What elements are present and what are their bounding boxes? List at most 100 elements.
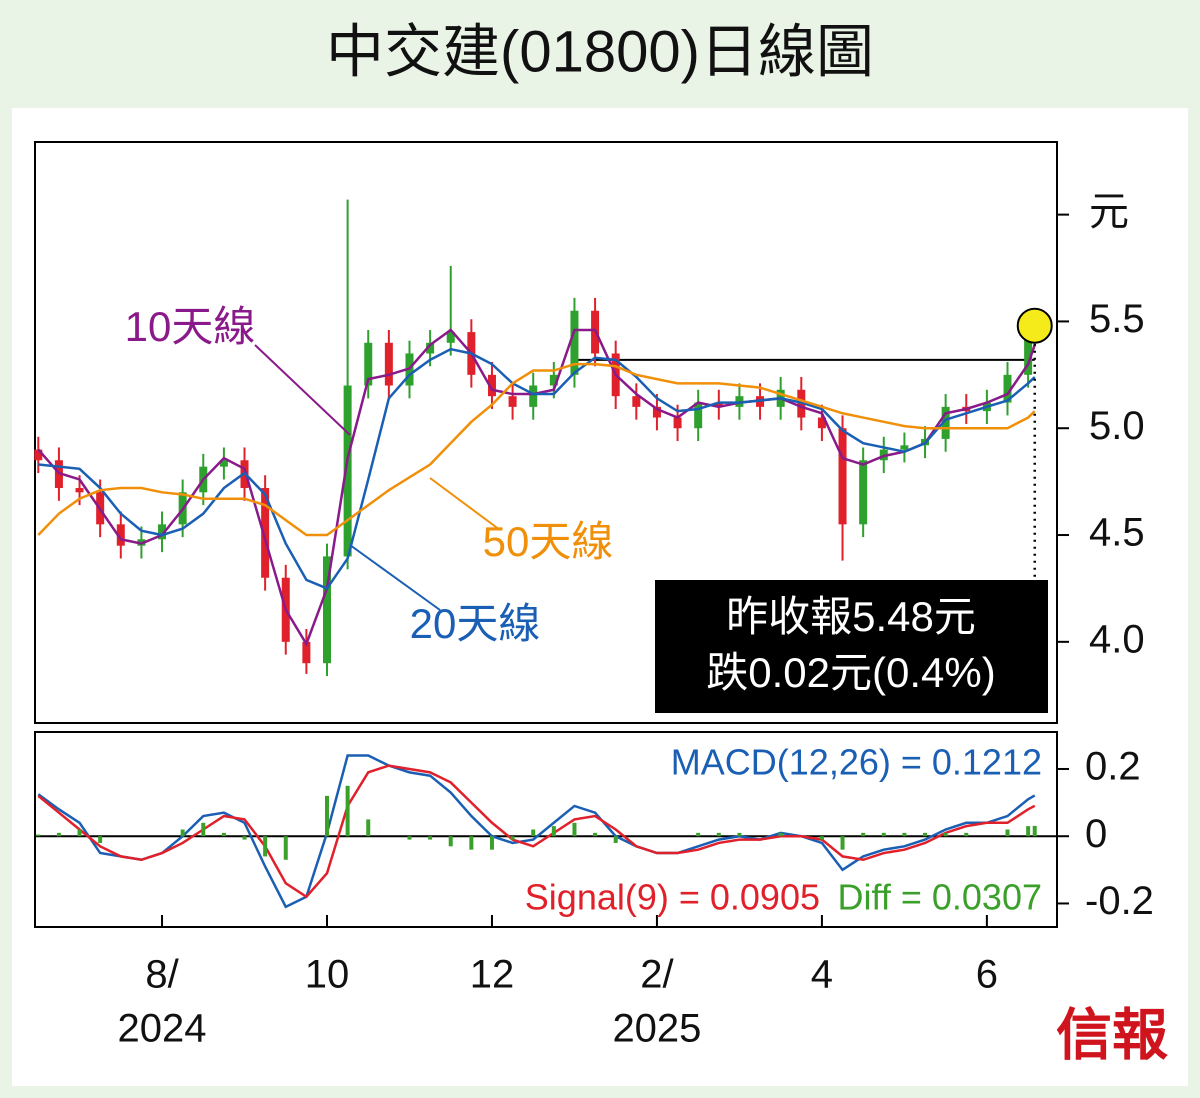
diff-bar [448,836,453,847]
candle-body [652,406,661,418]
diff-bar [56,832,61,837]
candle-body [1003,374,1012,403]
diff-bar [902,832,907,837]
diff-bar [593,832,598,837]
diff-bar [613,836,618,843]
diff-bar [881,832,886,837]
diff-bar [840,836,845,850]
y-tick-label: 0.2 [1085,745,1141,789]
legend-label: 50天線 [483,518,614,565]
candle-body [75,488,84,493]
diff-bar [221,832,226,837]
diff-bar [242,836,247,840]
diff-bar [325,795,329,837]
diff-bar [180,829,185,837]
candle-body [900,445,909,450]
macd-line [37,754,1036,909]
label-leader [254,344,351,436]
diff-bar [531,829,536,837]
ma-line [38,347,1036,590]
diff-bar [510,836,515,840]
year-label: 2025 [612,1007,701,1051]
y-tick-label: 5.0 [1089,404,1145,448]
diff-bar [201,822,206,837]
candle-body [446,332,455,343]
diff-bar [345,785,350,837]
diff-bar [407,836,412,840]
x-tick-label: 8/ [145,953,179,997]
candle-body [219,460,228,467]
diff-bar [283,836,288,860]
candle-body [364,342,373,386]
legend-label: Signal(9) = 0.0905 [525,877,820,918]
candle-body [34,449,43,461]
legend-label: 20天線 [410,600,541,647]
diff-bar [551,826,556,837]
x-tick-label: 12 [470,953,515,997]
candle-body [529,385,538,407]
candle-body [384,342,393,386]
diff-bar [428,836,433,840]
candle-body [941,406,950,439]
diff-bar [696,832,701,837]
callout-text: 昨收報5.48元 [726,593,976,640]
diff-bar [489,836,494,850]
candle-body [714,402,723,407]
x-tick-label: 6 [976,953,998,997]
candle-body [116,524,125,546]
callout-box [655,580,1048,713]
candle-body [1024,325,1033,375]
diff-bar [778,832,783,837]
candle-body [859,460,868,525]
ma-line [37,362,1036,537]
diff-bar [943,832,948,837]
diff-bar [98,836,103,843]
candle-body [817,417,826,429]
logo: 信報 [1056,1003,1168,1069]
chart-title: 中交建(01800)日線圖 [326,19,874,84]
candle-body [487,374,496,397]
candle-body [323,556,331,664]
x-tick-label: 2/ [640,953,674,997]
candle-body [694,402,703,429]
ma-line [37,328,1036,647]
y-tick-label: 0 [1085,812,1107,856]
candle-body [673,417,682,429]
diff-bar [861,832,866,837]
legend-label: 10天線 [125,303,256,350]
legend-label: Diff = 0.0307 [838,877,1043,918]
diff-bar [469,836,474,850]
diff-bar [737,832,742,837]
callout-text: 跌0.02元(0.4%) [706,649,995,696]
last-close-marker [1016,307,1053,344]
diff-bar [1005,829,1010,837]
candle-body [261,488,270,578]
y-tick-label: 4.5 [1089,511,1145,555]
legend-label: MACD(12,26) = 0.1212 [671,742,1042,783]
diff-bar [1026,826,1031,837]
candle-body [508,396,517,407]
y-tick-label: 4.0 [1089,617,1145,661]
diff-bar [964,832,969,837]
label-leader [429,477,501,531]
y-tick-label: 元 [1089,190,1129,234]
candle-body [632,396,641,407]
year-label: 2024 [118,1007,207,1051]
candle-body [426,342,435,354]
diff-bar [819,836,824,840]
diff-bar [36,834,41,837]
y-tick-label: -0.2 [1085,879,1154,923]
diff-bar [716,832,721,837]
candle-body [343,385,352,557]
diff-bar [1032,825,1037,837]
candle-body [302,641,311,664]
diff-bar [263,836,268,857]
diff-bar [366,819,371,837]
diff-bar [923,832,928,837]
diff-bar [572,822,577,837]
y-tick-label: 5.5 [1089,297,1145,341]
label-leader [349,544,441,611]
x-tick-label: 4 [811,953,833,997]
candle-body [549,374,558,386]
